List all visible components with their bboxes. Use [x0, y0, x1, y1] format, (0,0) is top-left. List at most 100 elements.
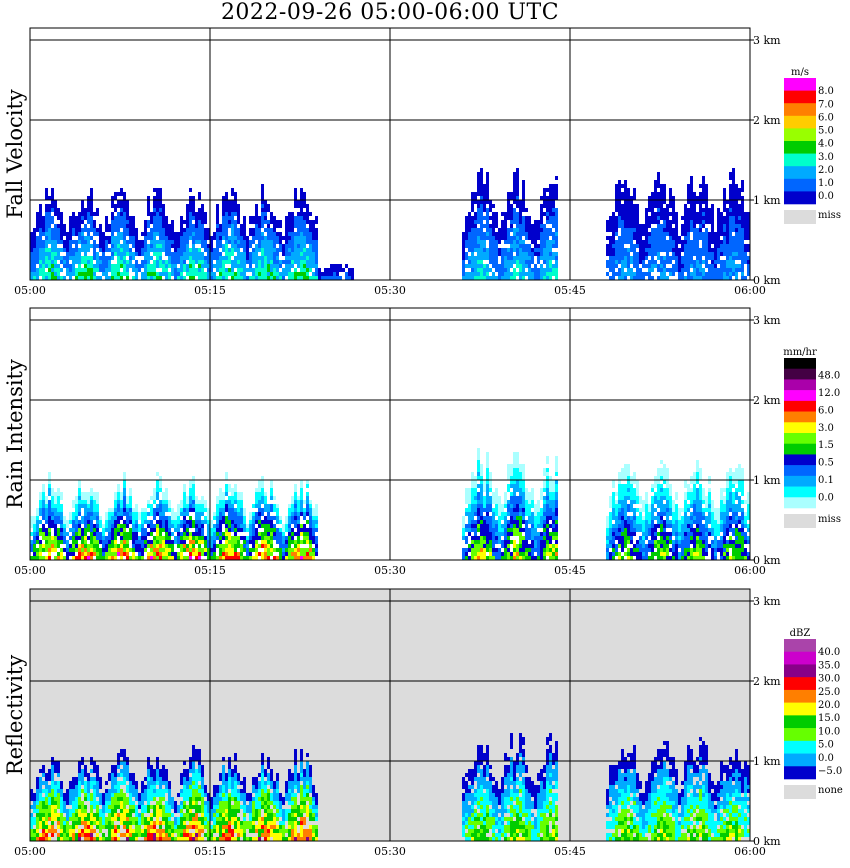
echo-pixel: [492, 512, 495, 516]
echo-pixel: [303, 512, 306, 516]
echo-pixel: [261, 252, 264, 256]
echo-pixel: [555, 264, 558, 268]
echo-pixel: [132, 508, 135, 512]
echo-pixel: [522, 232, 525, 236]
echo-pixel: [99, 524, 102, 528]
echo-pixel: [666, 260, 669, 264]
echo-pixel: [177, 504, 180, 508]
echo-pixel: [312, 276, 315, 280]
echo-pixel: [510, 520, 513, 524]
echo-pixel: [267, 252, 270, 256]
echo-pixel: [609, 240, 612, 244]
echo-pixel: [150, 512, 153, 516]
echo-pixel: [111, 272, 114, 276]
echo-pixel: [336, 272, 339, 276]
echo-pixel: [30, 556, 33, 560]
echo-pixel: [186, 544, 189, 548]
echo-pixel: [246, 544, 249, 548]
echo-pixel: [279, 244, 282, 248]
echo-pixel: [549, 256, 552, 260]
echo-pixel: [549, 212, 552, 216]
echo-pixel: [555, 184, 558, 188]
echo-pixel: [726, 224, 729, 228]
echo-pixel: [84, 552, 87, 556]
echo-pixel: [48, 540, 51, 544]
echo-pixel: [465, 224, 468, 228]
echo-pixel: [660, 256, 663, 260]
echo-pixel: [165, 500, 168, 504]
echo-pixel: [492, 252, 495, 256]
echo-pixel: [219, 488, 222, 492]
echo-pixel: [525, 552, 528, 556]
echo-pixel: [495, 528, 498, 532]
echo-pixel: [195, 520, 198, 524]
echo-pixel: [180, 272, 183, 276]
echo-pixel: [507, 268, 510, 272]
echo-pixel: [171, 532, 174, 536]
echo-pixel: [735, 228, 738, 232]
echo-pixel: [129, 228, 132, 232]
echo-pixel: [144, 528, 147, 532]
echo-pixel: [501, 544, 504, 548]
echo-pixel: [747, 272, 750, 276]
echo-pixel: [483, 480, 486, 484]
echo-pixel: [666, 232, 669, 236]
echo-pixel: [240, 508, 243, 512]
echo-pixel: [555, 516, 558, 520]
echo-pixel: [63, 244, 66, 248]
echo-pixel: [480, 504, 483, 508]
echo-pixel: [45, 204, 48, 208]
echo-pixel: [639, 248, 642, 252]
echo-pixel: [171, 556, 174, 560]
echo-pixel: [198, 224, 201, 228]
echo-pixel: [195, 224, 198, 228]
echo-pixel: [192, 264, 195, 268]
echo-pixel: [528, 500, 531, 504]
echo-pixel: [693, 200, 696, 204]
echo-pixel: [72, 268, 75, 272]
echo-pixel: [33, 248, 36, 252]
echo-pixel: [528, 508, 531, 512]
echo-pixel: [696, 256, 699, 260]
echo-pixel: [294, 488, 297, 492]
echo-pixel: [90, 260, 93, 264]
echo-pixel: [666, 252, 669, 256]
echo-pixel: [519, 508, 522, 512]
echo-pixel: [63, 260, 66, 264]
echo-pixel: [141, 512, 144, 516]
echo-pixel: [690, 244, 693, 248]
echo-pixel: [276, 264, 279, 268]
echo-pixel: [678, 260, 681, 264]
echo-pixel: [288, 228, 291, 232]
echo-pixel: [555, 176, 558, 180]
echo-pixel: [117, 256, 120, 260]
echo-pixel: [192, 552, 195, 556]
echo-pixel: [522, 200, 525, 204]
echo-pixel: [549, 552, 552, 556]
echo-pixel: [186, 220, 189, 224]
echo-pixel: [468, 488, 471, 492]
echo-pixel: [192, 252, 195, 256]
echo-pixel: [57, 240, 60, 244]
echo-pixel: [87, 264, 90, 268]
echo-pixel: [78, 544, 81, 548]
echo-pixel: [120, 512, 123, 516]
echo-pixel: [156, 208, 159, 212]
echo-pixel: [474, 276, 477, 280]
echo-pixel: [51, 500, 54, 504]
echo-pixel: [513, 216, 516, 220]
echo-pixel: [147, 272, 150, 276]
echo-pixel: [525, 504, 528, 508]
plot-frame: [29, 27, 751, 281]
echo-pixel: [339, 276, 342, 280]
echo-pixel: [711, 236, 714, 240]
echo-pixel: [663, 232, 666, 236]
echo-pixel: [186, 240, 189, 244]
echo-pixel: [549, 556, 552, 560]
echo-pixel: [222, 268, 225, 272]
echo-pixel: [540, 220, 543, 224]
echo-pixel: [639, 256, 642, 260]
echo-pixel: [75, 516, 78, 520]
echo-pixel: [192, 216, 195, 220]
echo-pixel: [645, 264, 648, 268]
